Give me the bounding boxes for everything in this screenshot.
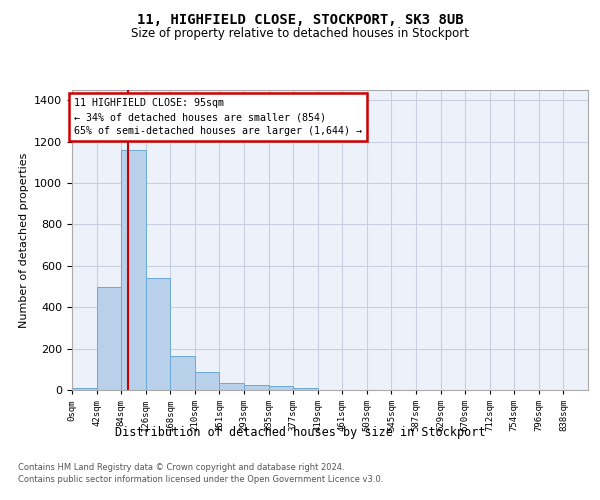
Bar <box>244 385 269 390</box>
Bar <box>97 286 121 390</box>
Y-axis label: Number of detached properties: Number of detached properties <box>19 152 29 328</box>
Bar <box>170 356 195 390</box>
Bar <box>220 383 244 390</box>
Text: Contains HM Land Registry data © Crown copyright and database right 2024.: Contains HM Land Registry data © Crown c… <box>18 464 344 472</box>
Text: Size of property relative to detached houses in Stockport: Size of property relative to detached ho… <box>131 28 469 40</box>
Text: 11, HIGHFIELD CLOSE, STOCKPORT, SK3 8UB: 11, HIGHFIELD CLOSE, STOCKPORT, SK3 8UB <box>137 12 463 26</box>
Bar <box>146 278 170 390</box>
Bar <box>269 386 293 390</box>
Text: Contains public sector information licensed under the Open Government Licence v3: Contains public sector information licen… <box>18 475 383 484</box>
Text: Distribution of detached houses by size in Stockport: Distribution of detached houses by size … <box>115 426 485 439</box>
Bar <box>121 150 146 390</box>
Bar <box>195 372 220 390</box>
Text: 11 HIGHFIELD CLOSE: 95sqm
← 34% of detached houses are smaller (854)
65% of semi: 11 HIGHFIELD CLOSE: 95sqm ← 34% of detac… <box>74 98 362 136</box>
Bar <box>72 388 97 390</box>
Bar <box>293 388 318 390</box>
